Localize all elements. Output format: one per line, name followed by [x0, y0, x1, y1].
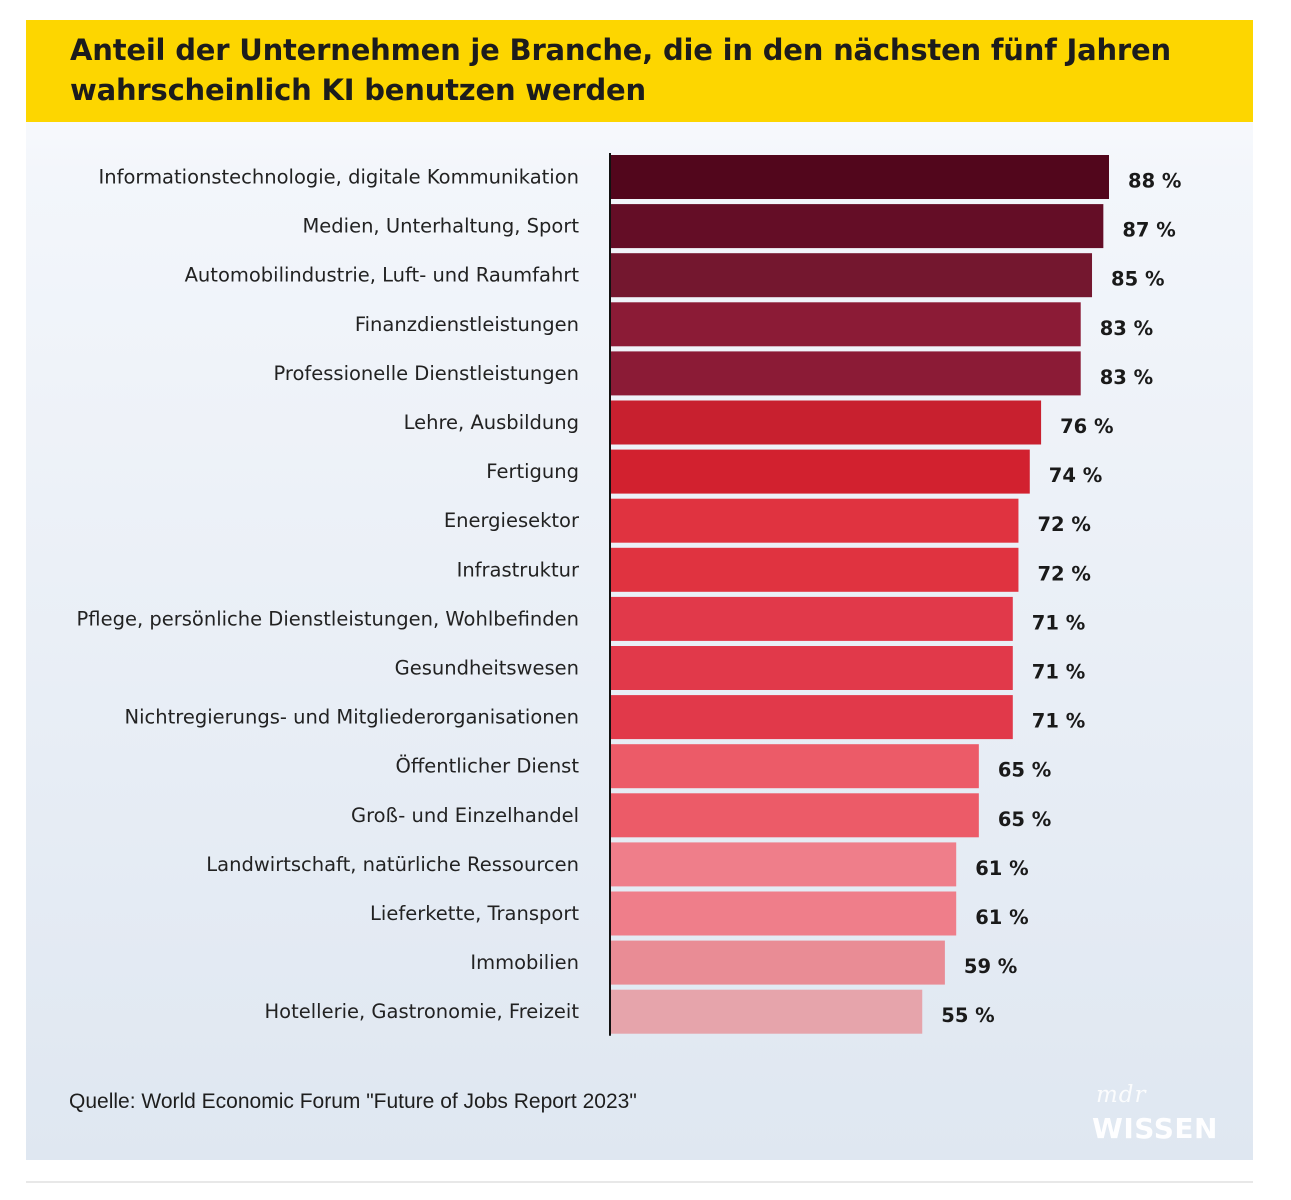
category-label: Finanzdienstleistungen: [355, 313, 579, 336]
value-label: 72 %: [1037, 562, 1090, 585]
value-label: 71 %: [1032, 611, 1085, 634]
value-label: 55 %: [941, 1004, 994, 1027]
value-label: 61 %: [975, 857, 1028, 880]
value-label: 83 %: [1100, 366, 1153, 389]
title-band: Anteil der Unternehmen je Branche, die i…: [26, 20, 1253, 122]
value-label: 87 %: [1122, 219, 1175, 242]
category-label: Energiesektor: [444, 509, 580, 532]
bar: [611, 842, 957, 887]
value-label: 76 %: [1060, 415, 1113, 438]
category-label: Infrastruktur: [457, 558, 580, 581]
value-label: 65 %: [998, 759, 1051, 782]
value-label: 65 %: [998, 808, 1051, 831]
bottom-divider: [26, 1181, 1253, 1183]
bar: [611, 400, 1042, 445]
chart-title: Anteil der Unternehmen je Branche, die i…: [70, 33, 1171, 107]
value-label: 72 %: [1037, 513, 1090, 536]
bar: [611, 547, 1019, 592]
logo-mdr-text: mdr: [1096, 1082, 1147, 1108]
value-label: 83 %: [1100, 317, 1153, 340]
source-note: Quelle: World Economic Forum "Future of …: [69, 1090, 637, 1113]
value-label: 71 %: [1032, 710, 1085, 733]
category-label: Lehre, Ausbildung: [404, 411, 579, 434]
bar: [611, 351, 1081, 396]
category-label: Landwirtschaft, natürliche Ressourcen: [206, 853, 579, 876]
category-label: Nichtregierungs- und Mitgliederorganisat…: [125, 706, 580, 729]
category-label: Medien, Unterhaltung, Sport: [302, 215, 579, 238]
bar: [611, 302, 1081, 347]
category-label: Fertigung: [486, 460, 579, 483]
bar: [611, 449, 1030, 494]
category-label: Lieferkette, Transport: [370, 902, 579, 925]
mdr-wissen-logo: mdr WISSEN: [1092, 1082, 1222, 1146]
category-label: Pflege, persönliche Dienstleistungen, Wo…: [77, 607, 579, 630]
value-label: 85 %: [1111, 268, 1164, 291]
bar: [611, 204, 1104, 249]
logo-wissen-text: WISSEN: [1092, 1112, 1218, 1145]
value-label: 74 %: [1049, 464, 1102, 487]
category-label: Öffentlicher Dienst: [395, 755, 579, 778]
value-label: 59 %: [964, 955, 1017, 978]
bar: [611, 253, 1093, 298]
category-label: Groß- und Einzelhandel: [351, 804, 579, 827]
bar: [611, 695, 1013, 740]
category-label: Gesundheitswesen: [395, 657, 579, 680]
category-label: Automobilindustrie, Luft- und Raumfahrt: [185, 264, 580, 287]
bar: [611, 646, 1013, 690]
bar: [611, 155, 1109, 199]
bar: [611, 793, 979, 838]
bar: [611, 940, 945, 985]
category-label: Professionelle Dienstleistungen: [273, 362, 579, 385]
bar: [611, 498, 1019, 543]
bar: [611, 744, 979, 789]
category-label: Informationstechnologie, digitale Kommun…: [98, 166, 579, 189]
category-label: Immobilien: [470, 951, 579, 974]
category-label: Hotellerie, Gastronomie, Freizeit: [265, 1000, 580, 1023]
bar: [611, 891, 957, 936]
bar: [611, 989, 923, 1034]
value-label: 71 %: [1032, 661, 1085, 684]
value-label: 88 %: [1128, 170, 1181, 193]
bar: [611, 596, 1013, 641]
value-label: 61 %: [975, 906, 1028, 929]
